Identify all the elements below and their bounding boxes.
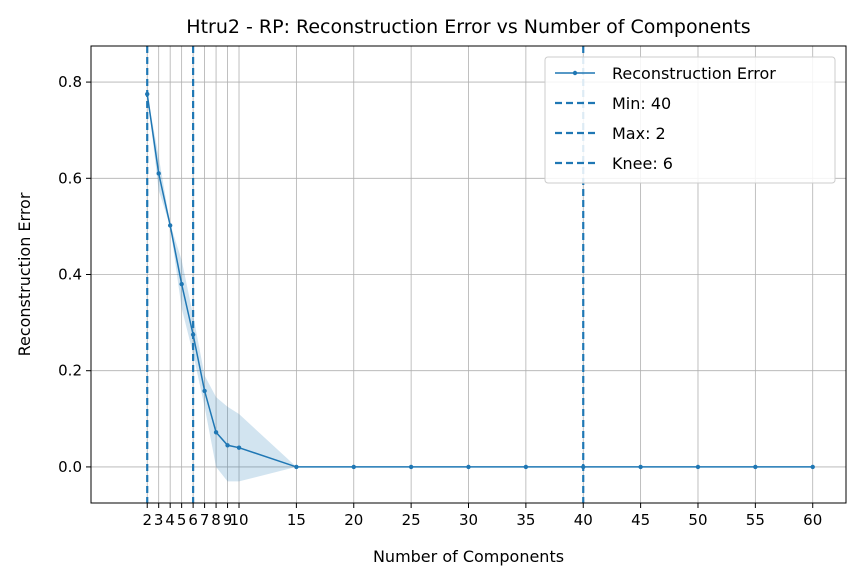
legend: Reconstruction Error Min: 40 Max: 2 Knee: 6 bbox=[544, 56, 836, 184]
legend-label: Reconstruction Error bbox=[612, 64, 776, 83]
x-axis-ticks: 2 3 4 5 6 7 8 910 15 20 25 30 35 40 45 50 55 60 bbox=[142, 503, 822, 529]
x-tick-label: 45 bbox=[631, 511, 650, 529]
data-point bbox=[202, 388, 207, 394]
data-point bbox=[466, 464, 471, 470]
x-tick-label: 3 bbox=[154, 511, 164, 529]
data-point bbox=[753, 464, 758, 470]
chart-title: Htru2 - RP: Reconstruction Error vs Numb… bbox=[186, 16, 750, 38]
y-tick-label: 0.6 bbox=[58, 169, 82, 187]
data-point bbox=[190, 332, 196, 337]
data-point bbox=[213, 430, 219, 435]
x-tick-label: 40 bbox=[574, 511, 593, 529]
y-axis-label: Reconstruction Error bbox=[15, 192, 34, 356]
data-point bbox=[810, 464, 815, 470]
x-tick-label: 25 bbox=[402, 511, 421, 529]
std-band bbox=[147, 94, 813, 482]
x-tick-label: 10 bbox=[229, 511, 248, 529]
data-point bbox=[638, 464, 643, 470]
y-tick-label: 0.4 bbox=[58, 266, 82, 284]
data-point bbox=[294, 464, 299, 470]
x-tick-label: 9 bbox=[223, 511, 233, 529]
reference-lines bbox=[146, 46, 585, 503]
legend-label: Max: 2 bbox=[612, 124, 666, 143]
x-tick-label: 5 bbox=[177, 511, 187, 529]
data-point bbox=[236, 445, 242, 450]
y-tick-label: 0.8 bbox=[58, 73, 82, 91]
data-point bbox=[179, 281, 184, 287]
legend-box bbox=[544, 56, 836, 184]
x-tick-label: 50 bbox=[688, 511, 707, 529]
std-band-area bbox=[147, 94, 813, 482]
data-point bbox=[351, 464, 356, 470]
x-tick-label: 60 bbox=[803, 511, 822, 529]
data-point bbox=[408, 464, 414, 470]
x-tick-label: 8 bbox=[211, 511, 221, 529]
legend-label: Knee: 6 bbox=[612, 154, 673, 173]
x-axis-label: Number of Components bbox=[373, 547, 564, 566]
x-tick-label: 4 bbox=[165, 511, 175, 529]
y-tick-label: 0.2 bbox=[58, 362, 82, 380]
x-tick-label: 6 bbox=[188, 511, 198, 529]
y-axis-ticks: 0.0 0.2 0.4 0.6 0.8 bbox=[58, 73, 91, 476]
data-point bbox=[225, 443, 230, 448]
series-layer bbox=[145, 91, 815, 470]
x-tick-label: 30 bbox=[459, 511, 478, 529]
x-tick-label: 2 bbox=[142, 511, 152, 529]
x-tick-label: 7 bbox=[200, 511, 210, 529]
x-tick-label: 20 bbox=[344, 511, 363, 529]
x-tick-label: 55 bbox=[746, 511, 765, 529]
data-point bbox=[581, 464, 586, 470]
data-point bbox=[523, 464, 529, 470]
data-point bbox=[167, 223, 173, 228]
x-tick-label: 35 bbox=[516, 511, 535, 529]
data-point bbox=[145, 91, 150, 97]
x-tick-label: 15 bbox=[287, 511, 306, 529]
data-point bbox=[695, 464, 701, 470]
data-point bbox=[156, 171, 161, 176]
legend-marker bbox=[572, 70, 578, 76]
y-tick-label: 0.0 bbox=[58, 458, 82, 476]
legend-label: Min: 40 bbox=[612, 94, 671, 113]
